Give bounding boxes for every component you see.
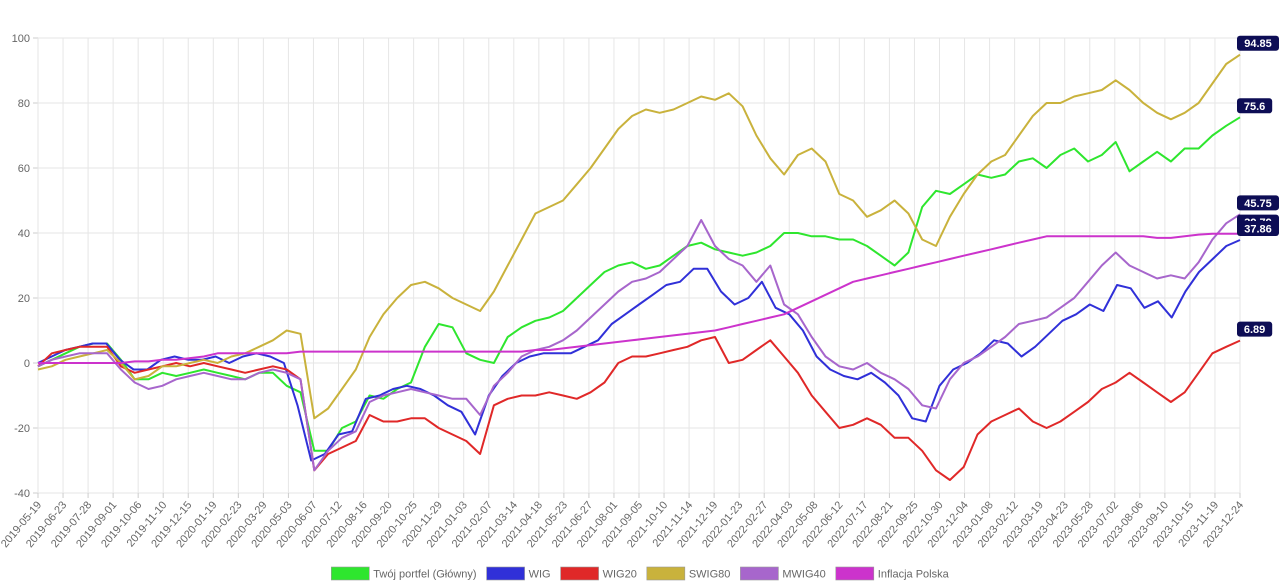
legend-swatch [330,566,370,581]
legend-label: WIG [529,569,551,581]
series-line-4 [37,213,1241,472]
series-line-0 [37,116,1241,452]
y-tick-label: -20 [14,423,30,435]
badge-value: 37.86 [1244,223,1272,235]
series-line-3 [37,53,1241,420]
y-tick-label: 80 [18,98,30,110]
series-lines [37,53,1241,481]
end-badge-4: 45.75 [1237,195,1279,211]
badge-box [1237,195,1279,211]
badge-box [1237,220,1279,236]
badge-box [1237,98,1273,114]
series-line-1 [37,239,1241,462]
badge-value: 45.75 [1244,198,1272,210]
series-line-5 [38,232,1240,364]
y-tick-label: 100 [12,33,30,45]
y-tick-label: 40 [18,228,30,240]
legend-swatch [486,566,525,581]
legend-swatch [835,566,875,581]
legend-item-4: MWIG40 [740,566,826,581]
legend-item-0: Twój portfel (Główny) [330,566,477,581]
legend-item-3: SWIG80 [646,566,731,581]
end-badge-1: 37.86 [1237,220,1279,236]
legend-label: Twój portfel (Główny) [373,569,476,581]
badge-value: 6.89 [1244,324,1265,336]
series-line-2 [37,336,1241,481]
y-axis-ticks: 100 80 60 40 20 0 -20 -40 [12,33,30,500]
end-badge-2: 6.89 [1237,321,1273,337]
legend-swatch [740,566,779,581]
legend-item-5: Inflacja Polska [835,566,950,581]
end-badge-3: 94.85 [1237,35,1279,51]
x-axis-ticks: 2019-05-192019-06-232019-07-282019-09-01… [0,499,1246,550]
badge-box [1237,321,1273,337]
y-tick-label: -40 [14,488,30,500]
legend-swatch [646,566,686,581]
legend: Twój portfel (Główny) WIG WIG20 SWIG80 MWIG4… [330,566,950,581]
badge-box [1237,35,1279,51]
legend-label: SWIG80 [689,569,731,581]
end-badge-0: 75.6 [1237,98,1273,114]
grid-lines [33,37,1241,498]
y-tick-label: 20 [18,293,30,305]
badge-value: 75.6 [1244,101,1265,113]
y-tick-label: 0 [24,358,30,370]
legend-swatch [560,566,599,581]
legend-item-1: WIG [486,566,551,581]
badge-value: 94.85 [1244,38,1272,50]
legend-label: Inflacja Polska [878,569,950,581]
legend-label: WIG20 [603,569,637,581]
legend-item-2: WIG20 [560,566,637,581]
legend-label: MWIG40 [782,569,825,581]
y-tick-label: 60 [18,163,30,175]
